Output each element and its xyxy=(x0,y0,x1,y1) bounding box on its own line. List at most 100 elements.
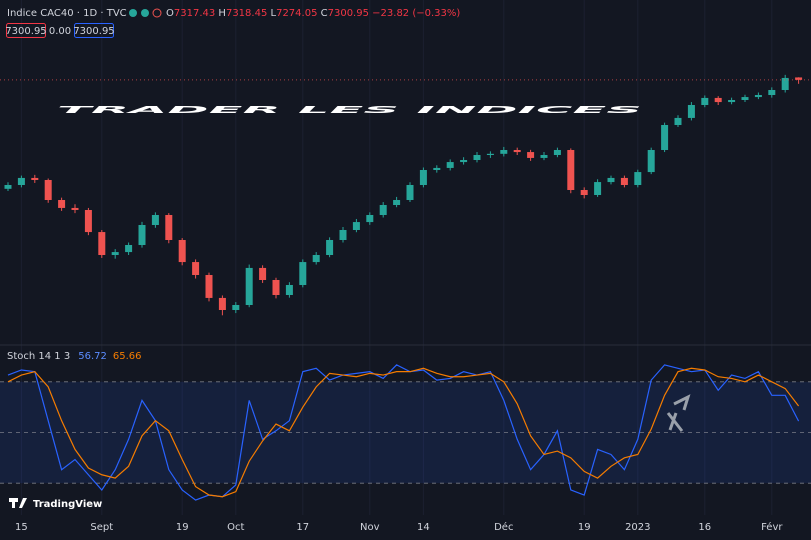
candle-body xyxy=(259,267,267,280)
candle-body xyxy=(661,125,669,150)
candle-body xyxy=(781,77,789,90)
ohlc-value: 7274.05 xyxy=(276,8,317,19)
candle-body xyxy=(768,90,776,95)
candle-body xyxy=(218,297,226,310)
ohlc-label: C xyxy=(321,8,328,19)
candle-body xyxy=(580,190,588,195)
candle-body xyxy=(272,280,280,295)
candle-body xyxy=(339,230,347,240)
x-tick-label: 14 xyxy=(417,522,430,533)
candle-body xyxy=(285,285,293,295)
candle-body xyxy=(326,240,334,255)
candle-body xyxy=(433,167,441,170)
symbol: Indice CAC40 · 1D · TVC xyxy=(7,8,127,19)
candle-body xyxy=(473,155,481,160)
candle-body xyxy=(31,177,39,180)
candle-body xyxy=(406,185,414,200)
stoch-line xyxy=(7,367,800,498)
x-tick-label: Sept xyxy=(90,522,113,533)
x-tick-label: 16 xyxy=(698,522,711,533)
candle-body xyxy=(71,207,79,210)
x-tick-label: 15 xyxy=(15,522,28,533)
candle-body xyxy=(178,240,186,263)
x-tick-label: 19 xyxy=(578,522,591,533)
status-dot xyxy=(129,9,137,17)
candle-body xyxy=(741,97,749,100)
candle-body xyxy=(245,267,253,305)
candle-body xyxy=(299,262,307,285)
candle-body xyxy=(446,162,454,168)
spread: 0.00 xyxy=(49,26,71,37)
candle-body xyxy=(674,117,682,125)
candle-body xyxy=(647,150,655,173)
candle-body xyxy=(701,97,709,105)
ask: 7300.95 xyxy=(73,26,114,37)
bid: 7300.95 xyxy=(5,26,46,37)
change: −23.82 (−0.33%) xyxy=(372,8,460,19)
candle-body xyxy=(312,255,320,263)
banner: TRADER LES INDICES xyxy=(57,105,642,116)
indicator-name: Stoch 14 1 3 xyxy=(7,351,70,362)
ohlc-value: 7300.95 xyxy=(328,8,369,19)
candle-body xyxy=(687,105,695,118)
candle-body xyxy=(620,177,628,185)
candle-body xyxy=(754,95,762,98)
candle-body xyxy=(151,215,159,225)
candle-body xyxy=(366,215,374,223)
x-tick-label: 19 xyxy=(176,522,189,533)
ohlc: O7317.43 H7318.45 L7274.05 C7300.95 −23.… xyxy=(166,8,460,19)
candle-body xyxy=(58,200,66,208)
candle-body xyxy=(205,275,213,298)
candle-body xyxy=(165,215,173,240)
status-dot xyxy=(152,8,162,18)
ohlc-value: 7317.43 xyxy=(174,8,215,19)
price-box xyxy=(74,23,114,38)
candle-body xyxy=(714,97,722,103)
candle-body xyxy=(232,305,240,310)
candle-body xyxy=(728,100,736,103)
status-dot xyxy=(141,9,149,17)
x-tick-label: Févr xyxy=(761,521,783,533)
candle-body xyxy=(527,152,535,158)
ohlc-value: 7318.45 xyxy=(226,8,267,19)
x-tick-label: Déc xyxy=(494,521,513,533)
x-tick-label: Nov xyxy=(360,522,380,533)
indicator-title: Stoch 14 1 3 56.72 65.66 xyxy=(7,351,142,362)
candle-body xyxy=(540,155,548,158)
ohlc-label: O xyxy=(166,8,174,19)
candle-body xyxy=(500,150,508,154)
candle-body xyxy=(379,205,387,215)
candle-body xyxy=(553,150,561,155)
candle-body xyxy=(125,245,133,253)
candle-body xyxy=(352,222,360,230)
candle-body xyxy=(513,150,521,153)
candle-body xyxy=(111,252,119,255)
x-tick-label: 2023 xyxy=(625,522,650,533)
cursor-icon xyxy=(666,394,691,432)
stoch-line xyxy=(7,364,800,501)
ohlc-label: H xyxy=(218,8,226,19)
d-value: 65.66 xyxy=(113,351,142,362)
x-axis: 15 Sept 19 Oct 17 Nov 14 Déc 19 2023 16 Févr xyxy=(15,521,783,533)
candle-body xyxy=(486,153,494,155)
candle-body xyxy=(98,232,106,255)
candle-body xyxy=(594,182,602,195)
candle-body xyxy=(419,170,427,185)
ohlc-label: L xyxy=(271,8,277,19)
candle-body xyxy=(138,225,146,245)
candle-body xyxy=(460,160,468,163)
candle-body xyxy=(84,210,92,233)
x-tick-label: 17 xyxy=(296,522,309,533)
k-value: 56.72 xyxy=(78,351,107,362)
candle-body xyxy=(4,185,12,189)
x-tick-label: Oct xyxy=(227,522,244,533)
stoch-pane xyxy=(0,364,811,501)
candle-body xyxy=(634,172,642,185)
candle-body xyxy=(44,180,52,200)
watermark: TradingView xyxy=(33,499,102,510)
logo xyxy=(9,498,27,508)
candle-body xyxy=(17,177,25,185)
candle-body xyxy=(192,262,200,275)
